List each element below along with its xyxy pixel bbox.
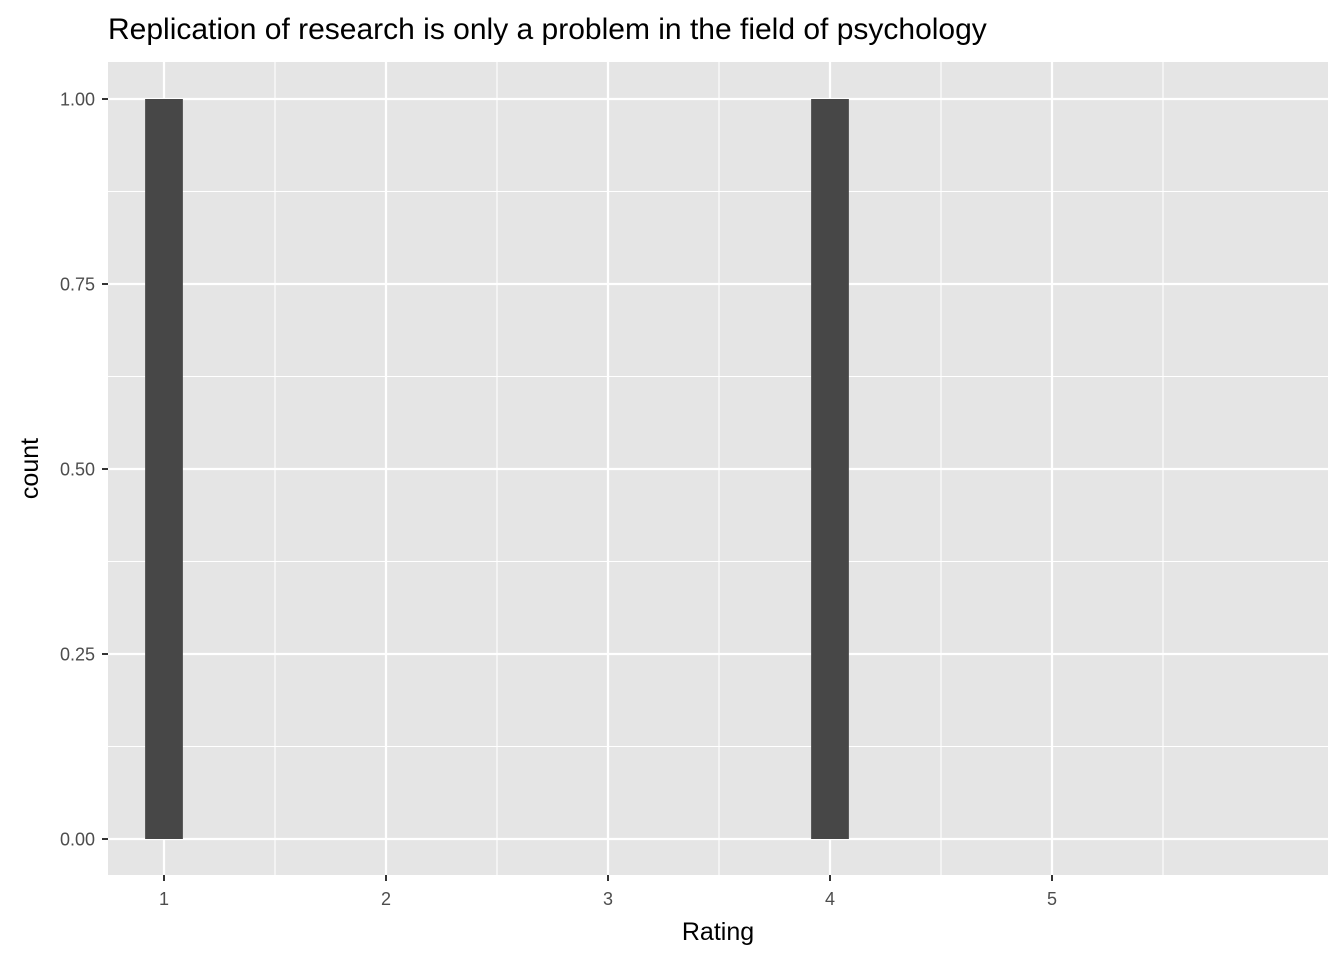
y-tick-label: 1.00 (60, 90, 95, 110)
y-tick-label: 0.25 (60, 645, 95, 665)
x-tick-label: 5 (1047, 889, 1057, 909)
x-tick-label: 3 (603, 889, 613, 909)
y-tick-label: 0.00 (60, 830, 95, 850)
x-tick-label: 2 (381, 889, 391, 909)
y-tick-label: 0.50 (60, 460, 95, 480)
bars (145, 99, 849, 839)
bar-rating-4 (811, 99, 849, 839)
y-tick-label: 0.75 (60, 275, 95, 295)
bar-rating-1 (145, 99, 183, 839)
axes: 1 2 3 4 5 0.00 0.25 0.50 0.75 1.00 (60, 90, 1057, 910)
x-axis-title: Rating (682, 918, 754, 946)
chart-title: Replication of research is only a proble… (108, 13, 987, 46)
x-tick-label: 4 (825, 889, 835, 909)
x-tick-label: 1 (159, 889, 169, 909)
y-axis-title: count (16, 438, 44, 499)
